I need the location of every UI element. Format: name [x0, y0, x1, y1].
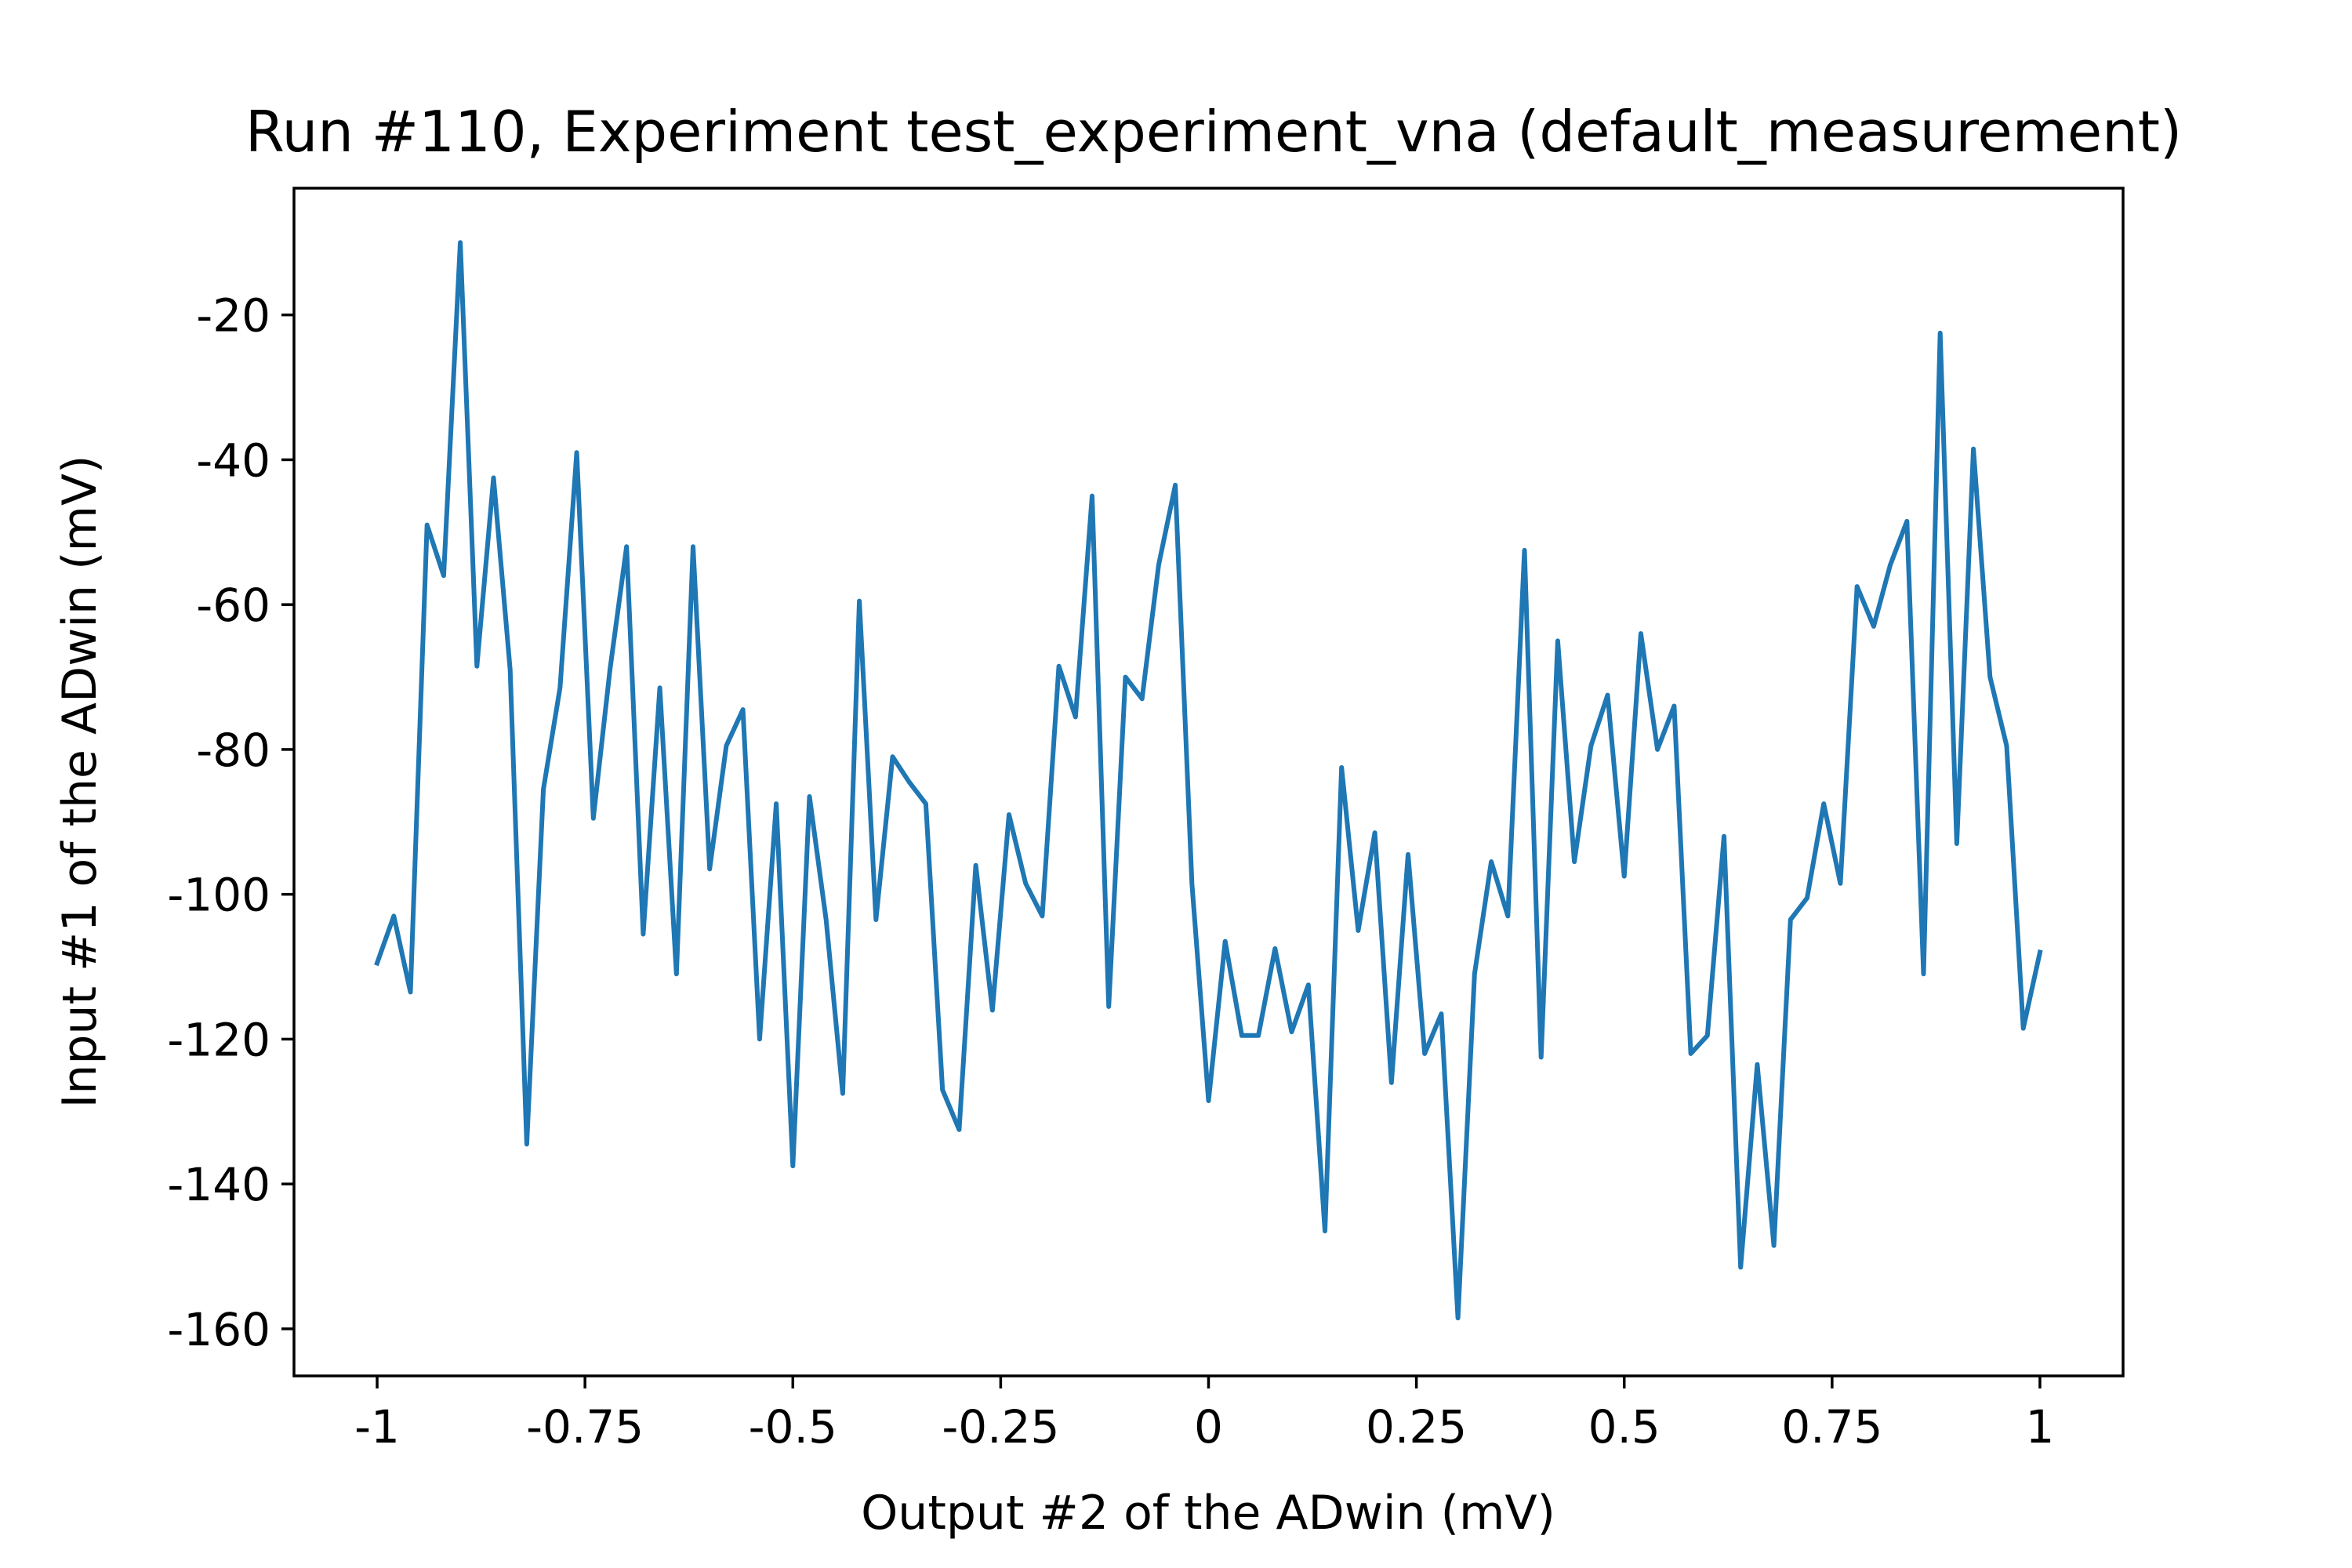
y-axis-label: Input #1 of the ADwin (mV) [53, 456, 107, 1109]
x-tick-label: 0.25 [1366, 1400, 1467, 1454]
y-tick-label: -20 [196, 289, 270, 343]
y-tick-label: -100 [167, 869, 270, 922]
y-tick-label: -160 [167, 1303, 270, 1356]
x-axis-label: Output #2 of the ADwin (mV) [861, 1486, 1555, 1541]
series-layer [374, 240, 2043, 1321]
y-tick-label: -60 [196, 579, 270, 632]
y-tick-label: -80 [196, 724, 270, 777]
x-axis: -1 -0.75 -0.5 -0.25 0 0.25 0.5 0.75 1 [354, 1376, 2054, 1454]
x-tick-label: 0.5 [1588, 1400, 1661, 1454]
x-tick-label: -0.75 [526, 1400, 644, 1454]
plot-area [294, 188, 2123, 1376]
x-tick-label: 1 [2026, 1400, 2055, 1454]
series-line [374, 240, 2043, 1321]
x-tick-label: -0.5 [749, 1400, 837, 1454]
y-tick-label: -120 [167, 1013, 270, 1066]
y-tick-label: -140 [167, 1158, 270, 1211]
y-tick-label: -40 [196, 434, 270, 487]
x-tick-label: 0.75 [1781, 1400, 1882, 1454]
x-tick-label: -0.25 [942, 1400, 1059, 1454]
y-axis: -20 -40 -60 -80 -100 -120 -140 -160 [167, 289, 294, 1356]
chart-title: Run #110, Experiment test_experiment_vna… [245, 99, 2182, 165]
plot-frame [292, 187, 2125, 1377]
x-tick-label: -1 [354, 1400, 400, 1454]
x-tick-label: 0 [1194, 1400, 1223, 1454]
